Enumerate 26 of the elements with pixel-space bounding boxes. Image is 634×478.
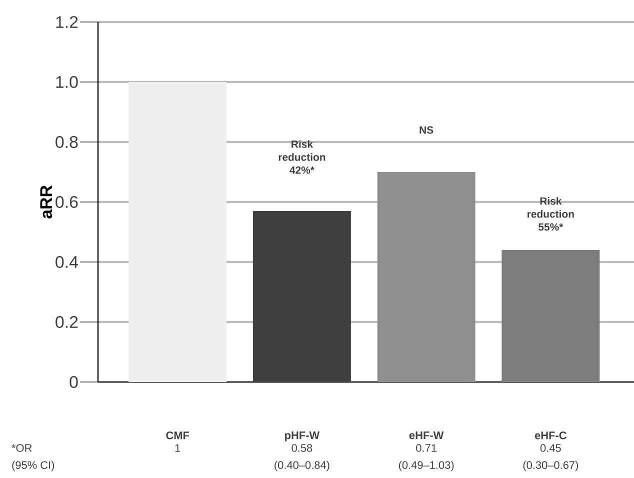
- x-tick-label: pHF-W: [285, 432, 320, 442]
- x-tick-label: eHF-W: [409, 432, 444, 440]
- y-tick-label: 0.8: [56, 136, 78, 148]
- text: (0.40–0.84): [274, 460, 330, 472]
- y-tick-label: 1.2: [56, 16, 78, 28]
- text: 0.71: [416, 444, 436, 452]
- y-tick-label: 0.4: [56, 256, 78, 268]
- text: *OR: [12, 444, 32, 452]
- bar: [502, 250, 600, 382]
- y-tick-label: 0.6: [56, 196, 78, 208]
- y-tick-label: 1.0: [56, 76, 78, 88]
- y-tick-label: 0.2: [56, 316, 78, 328]
- annotation: NS: [420, 126, 434, 134]
- text: 0.58: [292, 444, 312, 452]
- y-axis-title: aRR: [40, 185, 52, 218]
- text: (0.49–1.03): [398, 460, 454, 472]
- y-tick-label: 0: [70, 376, 78, 388]
- bar: [128, 82, 227, 382]
- annotation: Risk reduction 42%*: [278, 140, 326, 174]
- bar: [377, 172, 476, 382]
- text: 1: [175, 444, 180, 452]
- x-tick-label: CMF: [166, 432, 190, 440]
- text: 0.45: [540, 444, 561, 452]
- x-tick-label: eHF-C: [534, 432, 567, 440]
- text: (95% CI): [12, 460, 54, 472]
- text: (0.30–0.67): [523, 460, 578, 472]
